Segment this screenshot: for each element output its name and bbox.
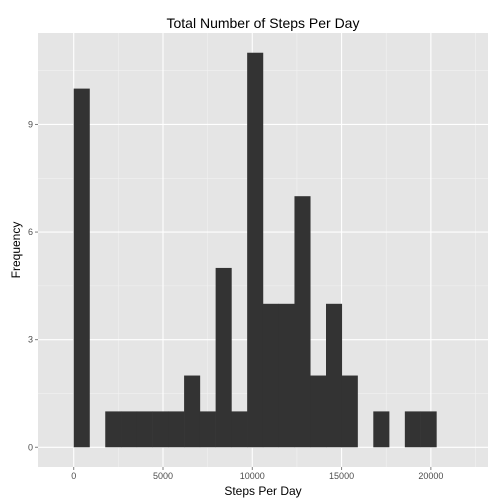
- histogram-bar: [152, 411, 169, 448]
- histogram-bar: [294, 196, 311, 448]
- histogram-bar: [326, 303, 343, 448]
- chart-title: Total Number of Steps Per Day: [167, 15, 360, 31]
- x-axis-ticks: 0 5000 10000 15000 20000: [71, 467, 443, 481]
- histogram-bar: [404, 411, 421, 448]
- histogram-bar: [184, 375, 201, 448]
- histogram-bar: [373, 411, 390, 448]
- y-axis-ticks: 0 3 6 9: [28, 119, 38, 452]
- x-tick-label: 20000: [418, 471, 443, 481]
- histogram-bar: [231, 411, 248, 448]
- y-axis-label: Frequency: [9, 222, 23, 279]
- histogram-bar: [247, 52, 264, 448]
- histogram-bar: [215, 267, 232, 448]
- y-tick-label: 9: [28, 119, 33, 129]
- histogram-bar: [73, 88, 90, 448]
- histogram-bar: [105, 411, 122, 448]
- x-tick-label: 10000: [240, 471, 265, 481]
- x-axis-label: Steps Per Day: [224, 484, 301, 498]
- x-tick-label: 0: [71, 471, 76, 481]
- histogram-bar: [278, 303, 295, 448]
- y-tick-label: 3: [28, 335, 33, 345]
- histogram-bar: [310, 375, 327, 448]
- histogram-bar: [136, 411, 153, 448]
- histogram-bar: [121, 411, 138, 448]
- histogram-bar: [168, 411, 185, 448]
- bars: [73, 52, 437, 448]
- histogram-bar: [199, 411, 216, 448]
- x-tick-label: 5000: [153, 471, 173, 481]
- x-tick-label: 15000: [329, 471, 354, 481]
- y-tick-label: 0: [28, 442, 33, 452]
- y-tick-label: 6: [28, 227, 33, 237]
- histogram-bar: [262, 303, 279, 448]
- histogram-bar: [341, 375, 358, 448]
- histogram-bar: [420, 411, 437, 448]
